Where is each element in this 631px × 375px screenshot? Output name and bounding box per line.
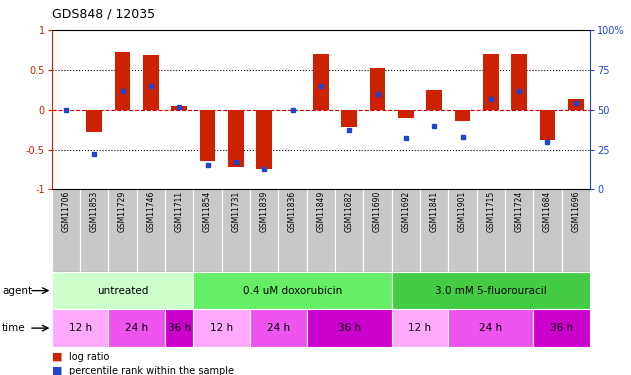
Bar: [137, 189, 165, 272]
Text: 24 h: 24 h: [267, 323, 290, 333]
Text: GSM11731: GSM11731: [232, 191, 240, 232]
Bar: [455, 110, 470, 121]
Bar: [200, 110, 215, 162]
Bar: [392, 309, 449, 347]
Bar: [449, 309, 533, 347]
Bar: [505, 189, 533, 272]
Text: GSM11729: GSM11729: [118, 191, 127, 232]
Bar: [228, 110, 244, 167]
Text: 24 h: 24 h: [125, 323, 148, 333]
Bar: [398, 110, 414, 118]
Bar: [143, 56, 158, 110]
Bar: [533, 309, 590, 347]
Bar: [52, 189, 80, 272]
Text: GSM11849: GSM11849: [316, 191, 326, 232]
Text: GSM11684: GSM11684: [543, 191, 552, 232]
Bar: [307, 309, 392, 347]
Bar: [115, 53, 131, 110]
Text: 24 h: 24 h: [480, 323, 502, 333]
Text: 3.0 mM 5-fluorouracil: 3.0 mM 5-fluorouracil: [435, 286, 546, 296]
Text: percentile rank within the sample: percentile rank within the sample: [69, 366, 234, 375]
Bar: [392, 189, 420, 272]
Bar: [420, 189, 449, 272]
Bar: [427, 90, 442, 110]
Bar: [335, 189, 363, 272]
Text: GSM11746: GSM11746: [146, 191, 155, 232]
Text: GSM11854: GSM11854: [203, 191, 212, 232]
Text: time: time: [2, 323, 25, 333]
Bar: [165, 309, 193, 347]
Bar: [278, 189, 307, 272]
Text: 36 h: 36 h: [168, 323, 191, 333]
Bar: [562, 189, 590, 272]
Text: 12 h: 12 h: [210, 323, 233, 333]
Text: GSM11690: GSM11690: [373, 191, 382, 232]
Bar: [540, 110, 555, 140]
Text: agent: agent: [2, 286, 32, 296]
Bar: [568, 99, 584, 109]
Text: GSM11682: GSM11682: [345, 191, 354, 232]
Bar: [313, 54, 329, 110]
Text: 12 h: 12 h: [69, 323, 91, 333]
Bar: [449, 189, 476, 272]
Text: GSM11711: GSM11711: [175, 191, 184, 232]
Bar: [392, 272, 590, 309]
Bar: [109, 309, 165, 347]
Text: ■: ■: [52, 366, 62, 375]
Text: GDS848 / 12035: GDS848 / 12035: [52, 8, 155, 21]
Text: GSM11715: GSM11715: [487, 191, 495, 232]
Text: GSM11836: GSM11836: [288, 191, 297, 232]
Text: GSM11724: GSM11724: [515, 191, 524, 232]
Bar: [363, 189, 392, 272]
Bar: [341, 110, 357, 127]
Text: GSM11853: GSM11853: [90, 191, 98, 232]
Bar: [370, 68, 386, 110]
Bar: [250, 309, 307, 347]
Bar: [483, 54, 498, 110]
Text: 36 h: 36 h: [550, 323, 573, 333]
Bar: [109, 189, 137, 272]
Text: GSM11692: GSM11692: [401, 191, 410, 232]
Bar: [476, 189, 505, 272]
Text: 0.4 uM doxorubicin: 0.4 uM doxorubicin: [243, 286, 342, 296]
Bar: [172, 106, 187, 109]
Bar: [193, 272, 392, 309]
Bar: [165, 189, 193, 272]
Text: untreated: untreated: [97, 286, 148, 296]
Bar: [80, 189, 109, 272]
Text: 12 h: 12 h: [408, 323, 432, 333]
Bar: [256, 110, 272, 170]
Bar: [52, 272, 193, 309]
Text: GSM11901: GSM11901: [458, 191, 467, 232]
Text: GSM11839: GSM11839: [260, 191, 269, 232]
Bar: [307, 189, 335, 272]
Bar: [533, 189, 562, 272]
Bar: [193, 189, 221, 272]
Text: GSM11841: GSM11841: [430, 191, 439, 232]
Text: log ratio: log ratio: [69, 352, 110, 362]
Bar: [221, 189, 250, 272]
Bar: [250, 189, 278, 272]
Text: GSM11706: GSM11706: [61, 191, 71, 232]
Bar: [511, 54, 527, 110]
Bar: [52, 309, 109, 347]
Text: GSM11696: GSM11696: [571, 191, 581, 232]
Bar: [193, 309, 250, 347]
Text: 36 h: 36 h: [338, 323, 361, 333]
Bar: [86, 110, 102, 132]
Text: ■: ■: [52, 352, 62, 362]
